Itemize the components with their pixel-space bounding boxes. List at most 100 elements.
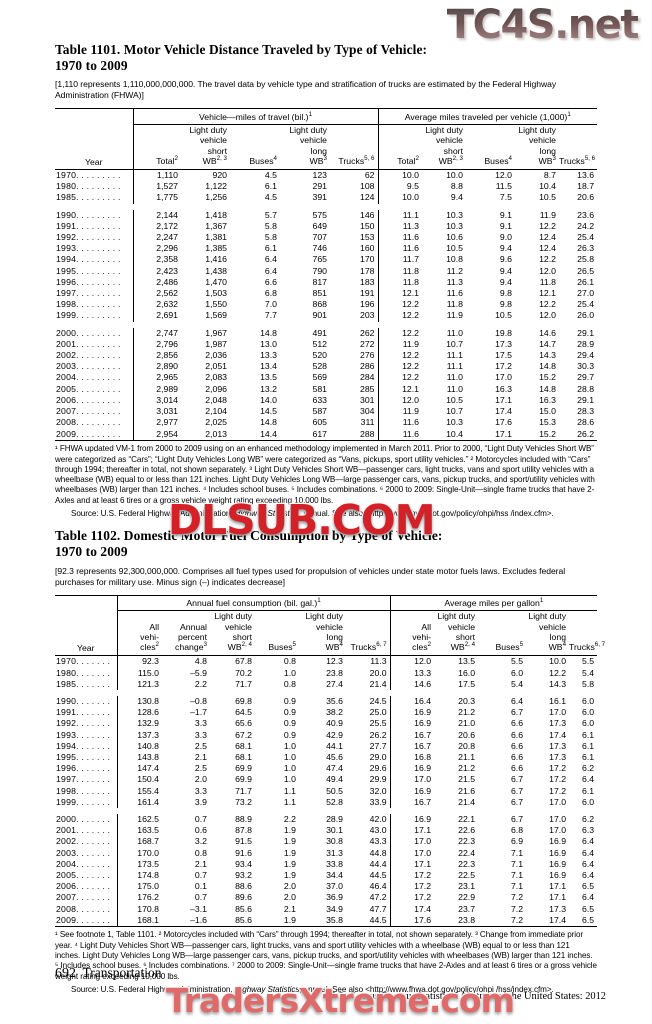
table-1102-col-ldv-long-wb-left: Light duty vehicle long WB4	[305, 611, 343, 653]
row-year-label: 1994. . . . . . . . .	[56, 254, 121, 265]
row-cell: 161.4	[116, 796, 162, 808]
row-year-label: 1998. . . . . . .	[56, 785, 111, 796]
row-cell: 44.5	[369, 914, 387, 925]
row-cell: 12.4	[539, 232, 556, 243]
row-cell: 17.2	[549, 785, 567, 796]
row-cell: 291	[312, 181, 328, 192]
row-cell: 88.9	[235, 813, 252, 824]
table-row: 1970. . . . . . . . . 1,110 920 4.5 123 62 10.…	[55, 170, 597, 182]
row-cell: 311	[360, 417, 375, 428]
row-cell: 0.6	[194, 825, 207, 836]
row-year-label: 1991. . . . . . .	[56, 707, 111, 718]
row-cell: 2,965	[132, 372, 181, 384]
row-cell: 22.9	[458, 892, 476, 903]
table-row: 2009. . . . . . . . . 2,954 2,013 14.4 617 28…	[55, 428, 597, 441]
row-cell: 707	[312, 232, 328, 243]
row-cell: 168.7	[116, 836, 162, 848]
row-cell: 13.3	[389, 667, 435, 679]
row-cell: 5.8	[264, 232, 277, 243]
row-cell: 17.4	[549, 914, 567, 925]
row-cell: 9.1	[499, 220, 512, 231]
row-cell: 1,381	[205, 232, 227, 243]
row-cell: 17.4	[495, 406, 512, 417]
table-1101-body: 1970. . . . . . . . . 1,110 920 4.5 123 62 10.…	[55, 170, 597, 441]
table-1101-col-ldv-long-wb-right: Light duty vehicle long WB3	[518, 124, 556, 167]
row-cell: 3.2	[194, 836, 207, 847]
row-cell: 6.4	[264, 265, 277, 276]
row-cell: –0.8	[190, 695, 207, 706]
row-cell: 27.7	[369, 740, 387, 751]
row-cell: 1,110	[132, 170, 181, 182]
row-cell: 6.7	[510, 707, 524, 718]
row-cell: 16.9	[389, 785, 435, 797]
row-cell: 29.6	[369, 763, 387, 774]
row-cell: 27.4	[326, 678, 343, 689]
row-cell: 2,890	[132, 361, 181, 373]
row-cell: 170.0	[116, 847, 162, 859]
row-year-label: 1970. . . . . . . . .	[56, 170, 121, 181]
row-cell: 124	[360, 192, 375, 203]
row-cell: 1,967	[205, 327, 227, 338]
row-cell: 7.7	[264, 310, 277, 321]
row-cell: 7.2	[510, 914, 524, 925]
row-cell: 40.9	[326, 718, 343, 729]
row-cell: 29.0	[369, 751, 387, 762]
table-1101-header-rule	[55, 168, 598, 171]
row-cell: 9.0	[499, 232, 512, 243]
row-cell: 16.9	[389, 718, 435, 730]
row-cell: 92.3	[116, 656, 162, 668]
row-cell: 3,014	[132, 394, 181, 407]
row-cell: 183	[360, 276, 375, 287]
row-cell: 17.3	[549, 740, 567, 751]
row-cell: 0.7	[194, 869, 207, 880]
row-year-label: 1985. . . . . . . . .	[56, 192, 121, 203]
row-cell: 2.5	[194, 763, 207, 774]
row-cell: 6.2	[582, 763, 595, 774]
row-cell: 6.5	[582, 903, 595, 914]
table-row: 1990. . . . . . . 130.8 –0.8 69.8 0.9 35.6 24.…	[55, 695, 597, 708]
row-cell: 28.9	[326, 813, 343, 824]
table-row: 2007. . . . . . . 176.2 0.7 89.6 2.0 36.9 47.2…	[55, 892, 597, 904]
row-cell: 6.3	[582, 825, 595, 836]
row-cell: 70.2	[235, 667, 252, 678]
row-year-label: 1999. . . . . . .	[56, 796, 111, 807]
row-cell: 575	[312, 209, 328, 220]
row-cell: 26.3	[577, 243, 595, 254]
table-1101: Vehicle—miles of travel (bil.)1 Average …	[55, 108, 598, 442]
row-cell: 153	[360, 232, 375, 243]
row-cell: 10.5	[446, 394, 463, 405]
row-cell: 29.4	[577, 350, 595, 361]
row-cell: 6.4	[510, 695, 524, 706]
row-cell: 10.0	[377, 192, 422, 204]
row-cell: 46.4	[369, 881, 387, 892]
table-1101-col-trucks-right: Trucks5, 6	[559, 155, 596, 167]
row-year-label: 2000. . . . . . . . .	[56, 327, 121, 338]
row-cell: 1.9	[283, 914, 296, 925]
row-cell: 746	[312, 243, 328, 254]
row-cell: 6.7	[510, 796, 524, 807]
row-cell: 285	[360, 383, 375, 394]
row-cell: 0.7	[194, 813, 207, 824]
row-cell: 11.6	[446, 288, 463, 299]
row-year-label: 1998. . . . . . . . .	[56, 299, 121, 310]
row-cell: 6.4	[264, 254, 277, 265]
row-cell: 140.8	[116, 740, 162, 752]
row-cell: 301	[360, 394, 375, 405]
row-year-label: 2009. . . . . . .	[56, 914, 111, 925]
table-row: 1996. . . . . . . 147.4 2.5 69.9 1.0 47.4 29.6…	[55, 763, 597, 775]
row-cell: 17.1	[495, 428, 512, 439]
row-cell: 38.2	[326, 707, 343, 718]
row-cell: 10.5	[446, 243, 463, 254]
row-cell: 5.8	[582, 678, 595, 689]
table-row: 1997. . . . . . . . . 2,562 1,503 6.8 851 191…	[55, 288, 597, 300]
row-cell: 26.1	[577, 276, 595, 287]
row-cell: 10.5	[495, 310, 512, 321]
table-1102-col-annual-percent-change: Annual percent change3	[175, 621, 207, 653]
table-1101-footnotes: ¹ FHWA updated VM-1 from 2000 to 2009 us…	[55, 444, 595, 505]
table-row: 1999. . . . . . . . . 2,691 1,569 7.7 901 203…	[55, 310, 597, 322]
row-cell: 284	[360, 372, 375, 383]
row-cell: 6.6	[510, 751, 524, 762]
row-cell: 33.8	[326, 858, 343, 869]
row-year-label: 2005. . . . . . .	[56, 869, 111, 880]
row-cell: 12.2	[539, 254, 556, 265]
